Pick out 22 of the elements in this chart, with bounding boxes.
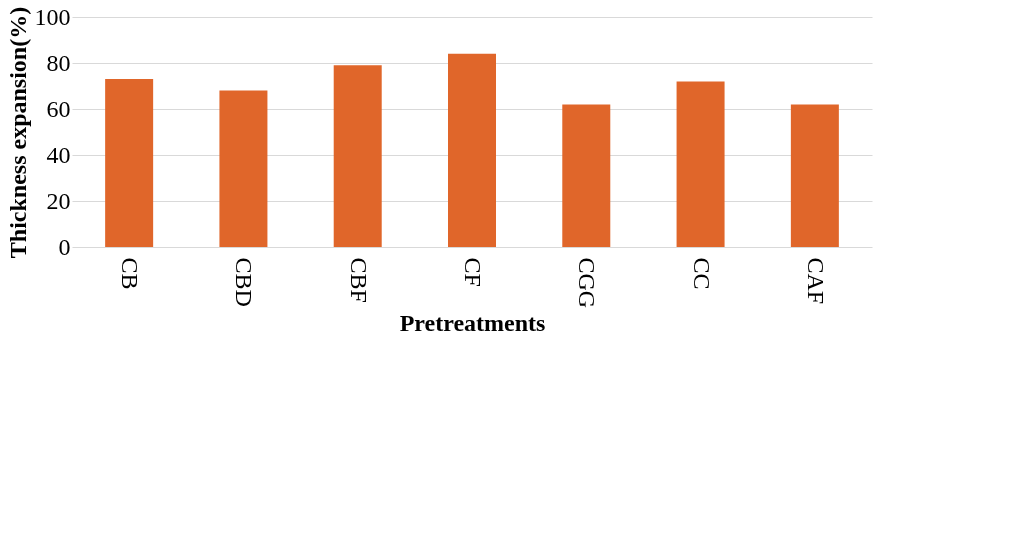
- x-tick-label: CBD: [231, 257, 258, 307]
- bar: [562, 104, 611, 247]
- y-axis-title: Thickness expansion(%): [4, 6, 31, 259]
- x-axis-title: Pretreatments: [399, 310, 546, 337]
- bar: [676, 81, 725, 247]
- bar: [448, 53, 496, 247]
- x-tick-label: CBF: [345, 257, 372, 303]
- y-tick-label: 0: [58, 233, 71, 260]
- x-tick-label: CB: [117, 257, 144, 290]
- x-tick-label: CAF: [802, 257, 829, 305]
- x-tick-label: CF: [460, 257, 486, 287]
- y-tick-label: 80: [46, 49, 71, 76]
- bar: [790, 104, 839, 247]
- x-tick-label: CC: [688, 257, 715, 290]
- bar: [219, 90, 268, 247]
- y-tick-label: 20: [46, 187, 71, 214]
- y-tick-label: 60: [46, 95, 71, 122]
- y-tick-label: 100: [34, 3, 71, 30]
- bar: [105, 79, 154, 247]
- x-tick-label: CGG: [574, 257, 601, 309]
- bar: [333, 65, 382, 247]
- y-tick-label: 40: [46, 141, 71, 168]
